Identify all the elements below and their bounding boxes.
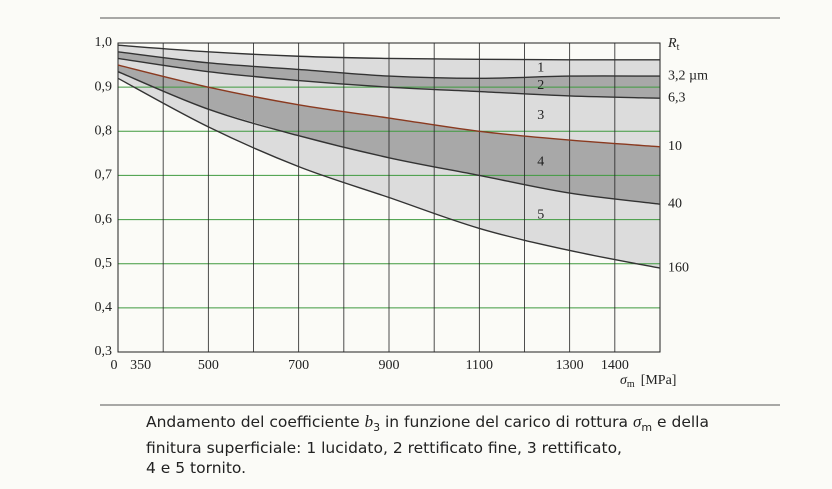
caption-symbol: σ (632, 412, 642, 431)
series-label: 6,3 (668, 90, 686, 105)
series-label: 3,2 µm (668, 68, 708, 83)
right-title-sub: t (677, 42, 680, 53)
caption-line: finitura superficiale: 1 lucidato, 2 ret… (146, 439, 622, 458)
x-label-unit: [MPa] (641, 373, 677, 388)
series-line (117, 51, 661, 80)
x-tick-label: 0 (111, 358, 118, 373)
band-label: 2 (537, 78, 544, 93)
x-tick-label: 900 (379, 358, 400, 373)
band-label: 5 (537, 208, 544, 223)
y-tick-label: 0,8 (95, 124, 113, 139)
y-tick-label: 0,6 (95, 212, 113, 227)
x-tick-label: 1100 (466, 358, 493, 373)
y-tick-label: 0,4 (95, 300, 113, 315)
y-tick-label: 1,0 (95, 35, 113, 50)
x-tick-label: 1400 (601, 358, 629, 373)
x-tick-label: 500 (198, 358, 219, 373)
y-tick-label: 0,7 (95, 168, 113, 183)
series-label: 160 (668, 260, 689, 275)
series-line (117, 77, 661, 269)
labels: 0,30,40,50,60,70,80,91,00 350 500 700 900 110… (95, 35, 709, 373)
band-label: 4 (537, 155, 544, 170)
plot-frame (117, 42, 661, 353)
caption-symbol: b (364, 412, 374, 431)
x-tick-label: 700 (288, 358, 309, 373)
y-tick-label: 0,9 (95, 79, 113, 94)
series-line (117, 44, 661, 61)
band-label: 3 (537, 108, 544, 123)
band-label: 1 (537, 60, 544, 75)
x-label-symbol: σ (620, 373, 628, 388)
caption-line: Andamento del coefficiente b3 in funzion… (146, 412, 709, 438)
y-tick-label: 0,3 (95, 344, 113, 359)
lines (117, 44, 661, 269)
series-line (117, 57, 661, 99)
caption-text: e della (652, 413, 709, 431)
x-axis-label: σm [MPa] (620, 373, 676, 390)
series-line (117, 64, 661, 148)
caption-text: in funzione del carico di rottura (380, 413, 633, 431)
y-tick-label: 0,5 (95, 256, 113, 271)
x-tick-label: 350 (130, 358, 151, 373)
grid (117, 42, 661, 353)
x-label-sub: m (627, 379, 635, 390)
right-title: Rt (667, 36, 680, 53)
series-label: 40 (668, 196, 682, 211)
series-line (117, 71, 661, 205)
right-title-main: R (667, 36, 677, 51)
caption-text: Andamento del coefficiente (146, 413, 365, 431)
caption-sub: m (641, 421, 653, 435)
x-tick-label: 1300 (556, 358, 584, 373)
caption-line: 4 e 5 tornito. (146, 459, 247, 478)
series-label: 10 (668, 139, 682, 154)
caption: Andamento del coefficiente b3 in funzion… (146, 412, 709, 478)
caption-sub: 3 (373, 421, 381, 435)
